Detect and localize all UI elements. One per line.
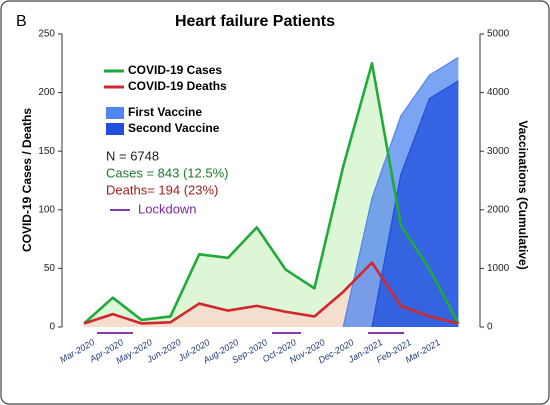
panel-label: B (16, 13, 27, 30)
annotation: N = 6748 (106, 148, 159, 163)
annotation: Lockdown (138, 201, 197, 216)
y2-tick-label: 5000 (487, 29, 510, 40)
y-tick-label: 250 (38, 29, 55, 40)
legend-swatch (106, 107, 124, 119)
chart-title: Heart failure Patients (175, 13, 335, 30)
legend-label: First Vaccine (128, 105, 202, 119)
legend-swatch (106, 123, 124, 135)
lockdown-markers (97, 209, 404, 334)
line (371, 80, 459, 328)
y-tick-label: 0 (49, 322, 55, 333)
y-tick-label: 100 (38, 204, 55, 215)
y2-tick-label: 2000 (487, 204, 510, 215)
line (83, 62, 460, 325)
legend-label: Second Vaccine (128, 121, 220, 135)
line (342, 56, 459, 328)
annotation: Cases = 843 (12.5%) (106, 165, 228, 180)
y2-tick-label: 0 (487, 322, 493, 333)
y-tick-label: 150 (38, 146, 55, 157)
legend-label: COVID-19 Deaths (128, 79, 227, 93)
y2-tick-label: 3000 (487, 146, 510, 157)
y-tick-label: 200 (38, 87, 55, 98)
y2-tick-label: 1000 (487, 263, 510, 274)
y2-axis-label: Vaccinations (Cumulative) (516, 120, 530, 269)
plot-area (83, 56, 460, 328)
line (83, 261, 459, 325)
y-axis-label: COVID-19 Cases / Deaths (20, 108, 34, 252)
legend-label: COVID-19 Cases (128, 63, 222, 77)
area (372, 80, 459, 327)
y-tick-label: 50 (44, 263, 56, 274)
annotation: Deaths= 194 (23%) (106, 182, 218, 197)
y2-tick-label: 4000 (487, 87, 510, 98)
